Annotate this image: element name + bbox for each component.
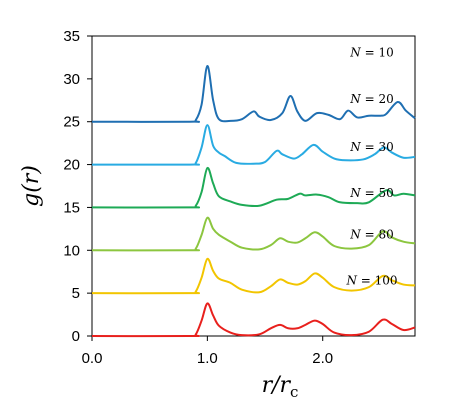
y-tick-label: 15: [63, 199, 80, 216]
series-label: N = 30: [349, 140, 393, 154]
series-label: N = 80: [349, 227, 393, 241]
series-labels: N = 10 N = 20 N = 30 N = 50 N = 80 N = 100: [345, 46, 397, 288]
y-tick-label: 10: [63, 242, 80, 259]
series-label: N = 50: [349, 186, 393, 200]
y-axis-title: g(r): [19, 165, 44, 207]
y-tick-label: 0: [72, 328, 80, 345]
series-label: N = 100: [345, 274, 397, 288]
series-lines: [91, 64, 416, 338]
series-label: N = 10: [349, 46, 393, 60]
y-tick-label: 35: [63, 28, 80, 45]
y-tick-label: 25: [63, 114, 80, 131]
series-line: [91, 257, 416, 295]
series-line: [91, 64, 416, 123]
x-axis-ticks: 0.0 1.0 2.0: [82, 336, 333, 367]
series-line: [91, 216, 416, 252]
series-label: N = 20: [349, 92, 393, 106]
x-tick-label: 2.0: [312, 350, 333, 367]
y-tick-label: 20: [63, 157, 80, 174]
y-tick-label: 5: [72, 285, 80, 302]
series-line: [91, 302, 416, 338]
x-axis-title: r/rc: [262, 373, 299, 401]
series-line: [91, 124, 416, 166]
y-tick-label: 30: [63, 71, 80, 88]
y-axis-ticks: 0 5 10 15 20 25 30 35: [63, 28, 92, 345]
series-line: [91, 166, 416, 209]
x-axis-title-text: r/rc: [262, 373, 299, 401]
x-tick-label: 0.0: [82, 350, 103, 367]
x-tick-label: 1.0: [197, 350, 218, 367]
